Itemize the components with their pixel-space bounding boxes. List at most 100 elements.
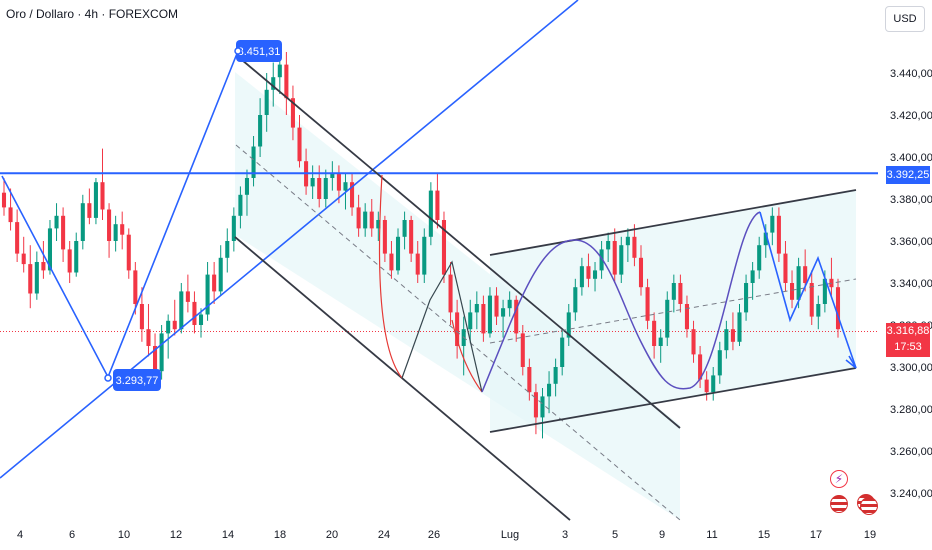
candle-body <box>540 396 545 418</box>
candle-body <box>586 266 591 279</box>
candle-body <box>606 241 611 250</box>
candle-body <box>724 329 729 351</box>
x-tick-label: 4 <box>17 529 23 541</box>
candle-body <box>835 287 841 330</box>
x-tick-label: 18 <box>274 529 286 541</box>
candle-body <box>474 304 479 313</box>
zigzag-line <box>401 260 483 393</box>
red-wave <box>378 174 403 379</box>
candle-body <box>389 253 394 271</box>
candle-body <box>271 77 276 90</box>
x-tick-label: 6 <box>69 529 75 541</box>
candle-body <box>133 270 138 304</box>
candle-body <box>87 203 92 218</box>
x-tick-label: 10 <box>118 529 130 541</box>
candle-body <box>757 245 762 271</box>
candle-body <box>428 190 433 237</box>
peak-marker <box>234 47 242 55</box>
candle-body <box>822 278 827 304</box>
candle-body <box>599 249 604 271</box>
candle-body <box>146 329 151 346</box>
candle-body <box>159 333 164 372</box>
current-price-badge: 3.316,88 17:53 <box>886 323 930 357</box>
candle-body <box>553 367 558 384</box>
candle-body <box>698 354 703 380</box>
trough-label-bg <box>113 369 161 391</box>
candle-body <box>277 64 282 78</box>
x-tick-label: 15 <box>758 529 770 541</box>
candle-body <box>225 241 230 258</box>
x-tick-label: 20 <box>326 529 338 541</box>
candle-body <box>74 241 79 273</box>
y-tick-label: 3.280,00 <box>890 404 932 416</box>
candle-body <box>153 346 158 372</box>
candle-body <box>330 173 335 178</box>
candle-body <box>533 392 538 418</box>
candle-body <box>730 329 735 342</box>
candle-body <box>750 270 755 283</box>
current-price-value: 3.316,88 <box>886 325 930 337</box>
pattern-lines <box>1 50 239 379</box>
candle-body <box>310 178 315 187</box>
candle-body <box>28 264 33 294</box>
candle-countdown: 17:53 <box>894 341 922 353</box>
us-flag-icon[interactable] <box>830 495 848 513</box>
candle-body <box>34 262 39 294</box>
level-price-value: 3.392,25 <box>886 169 930 181</box>
candle-body <box>658 337 663 346</box>
candle-body <box>179 291 184 330</box>
candle-body <box>573 287 578 313</box>
candle-body <box>290 98 295 128</box>
candle-body <box>343 182 348 191</box>
candle-body <box>455 312 460 346</box>
currency-selector[interactable]: USD <box>885 6 925 32</box>
candle-body <box>711 375 716 393</box>
y-tick-label: 3.260,00 <box>890 446 932 458</box>
candle-body <box>100 182 105 210</box>
candle-body <box>678 283 683 304</box>
ascending-channel-lower <box>489 367 857 433</box>
candle-body <box>592 270 598 279</box>
red-wave <box>451 319 483 393</box>
peak-label-bg <box>236 40 282 62</box>
trough-marker <box>104 374 112 382</box>
arrow-head <box>845 355 857 369</box>
level-price-badge: 3.392,25 <box>886 166 930 184</box>
x-tick-label: 3 <box>562 529 568 541</box>
lightning-icon[interactable]: ⚡ <box>830 470 848 488</box>
candle-body <box>744 283 749 313</box>
candle-body <box>770 215 775 233</box>
us-flag-icon[interactable] <box>860 497 878 515</box>
ascending-channel-upper <box>489 189 857 256</box>
candle-body <box>671 283 676 300</box>
candle-body <box>520 333 525 367</box>
y-tick-label: 3.420,00 <box>890 110 932 122</box>
candle-body <box>185 291 190 302</box>
candle-body <box>448 274 453 313</box>
y-tick-label: 3.380,00 <box>890 194 932 206</box>
candle-body <box>763 232 768 246</box>
candle-body <box>350 182 355 208</box>
candle-body <box>638 257 644 288</box>
x-tick-label: 19 <box>864 529 876 541</box>
candle-body <box>579 266 584 288</box>
candle-body <box>395 236 401 271</box>
candle-body <box>238 194 243 216</box>
x-tick-label: 12 <box>170 529 182 541</box>
y-tick-label: 3.400,00 <box>890 152 932 164</box>
y-tick-label: 3.300,00 <box>890 362 932 374</box>
candle-body <box>612 241 617 275</box>
candle-body <box>323 178 328 199</box>
candle-body <box>632 236 637 258</box>
candle-body <box>363 211 368 229</box>
projection-line <box>759 211 857 369</box>
candle-body <box>244 178 250 195</box>
candle-body <box>120 224 125 235</box>
candle-body <box>61 215 66 250</box>
candle-body <box>501 308 506 317</box>
candle-body <box>166 320 171 334</box>
y-tick-label: 3.240,00 <box>890 488 932 500</box>
descending-channel-upper <box>241 59 681 429</box>
y-tick-label: 3.360,00 <box>890 236 932 248</box>
